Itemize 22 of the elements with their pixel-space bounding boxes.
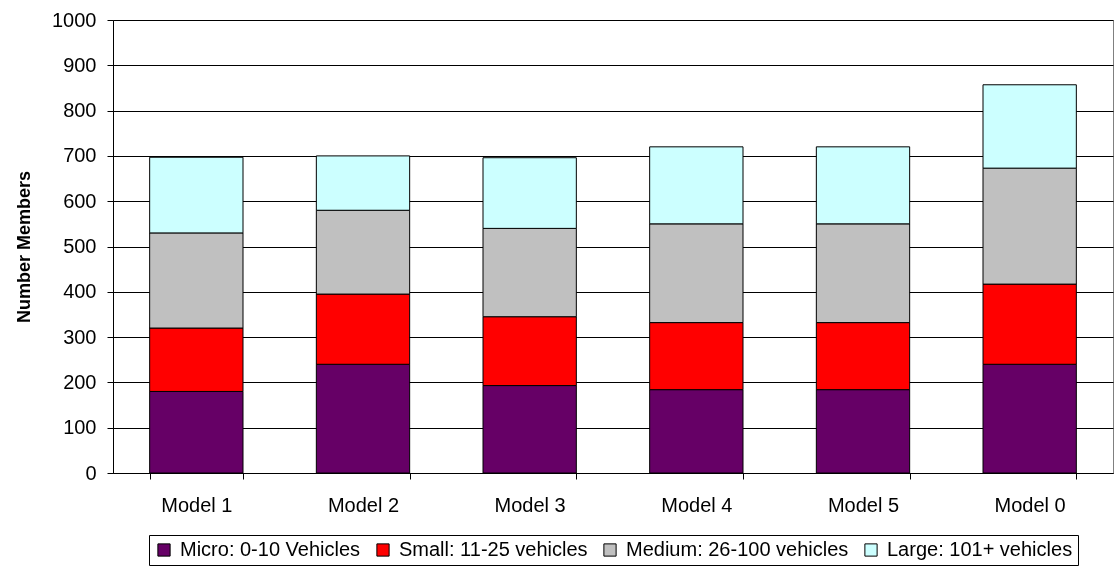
legend-label: Micro: 0-10 Vehicles bbox=[180, 538, 361, 560]
y-tick-label: 100 bbox=[63, 416, 97, 439]
y-tick-label: 600 bbox=[63, 189, 97, 212]
y-tick-label: 1000 bbox=[52, 8, 97, 31]
y-tick-label: 0 bbox=[85, 461, 97, 484]
y-axis-title: Number Members bbox=[14, 170, 35, 324]
x-tick-label: Model 0 bbox=[994, 493, 1066, 516]
y-tick-label: 800 bbox=[63, 99, 97, 122]
y-tick-label: 200 bbox=[63, 370, 97, 393]
x-tick-label: Model 5 bbox=[827, 493, 900, 516]
y-tick-label: 400 bbox=[63, 280, 97, 303]
x-tick-label: Model 3 bbox=[494, 493, 566, 516]
legend-label: Medium: 26-100 vehicles bbox=[626, 538, 849, 560]
y-tick-label: 300 bbox=[63, 325, 97, 348]
x-tick-label: Model 2 bbox=[327, 493, 400, 516]
x-tick-label: Model 4 bbox=[661, 493, 733, 516]
y-tick-label: 700 bbox=[63, 144, 97, 167]
x-tick-label: Model 1 bbox=[161, 493, 233, 516]
y-tick-label: 900 bbox=[63, 53, 97, 76]
y-tick-label: 500 bbox=[63, 235, 97, 257]
legend-label: Large: 101+ vehicles bbox=[887, 538, 1073, 560]
legend-label: Small: 11-25 vehicles bbox=[399, 538, 588, 560]
